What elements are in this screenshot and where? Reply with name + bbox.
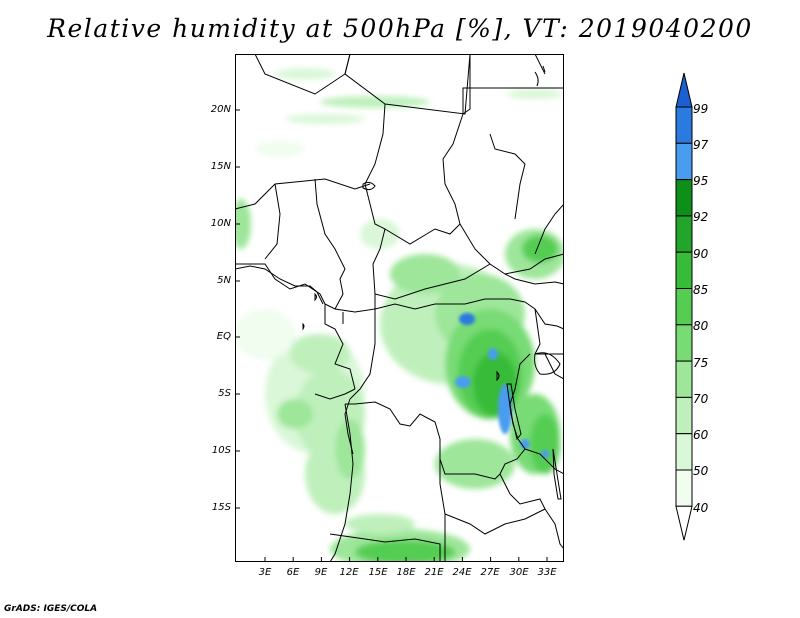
lat-label: 10S — [211, 445, 231, 456]
colorbar-label: 60 — [693, 428, 709, 442]
lon-ticks — [264, 557, 548, 562]
colorbar-segment — [675, 324, 693, 362]
lon-label: 27E — [480, 567, 500, 578]
colorbar-label: 99 — [693, 102, 709, 116]
lon-label: 18E — [396, 567, 416, 578]
colorbar-segment — [675, 142, 693, 181]
lat-label: 5S — [218, 388, 231, 399]
lat-ticks — [235, 109, 240, 509]
colorbar-segment — [675, 106, 693, 144]
lon-label: 3E — [258, 567, 272, 578]
lon-label: 24E — [452, 567, 472, 578]
lon-label: 9E — [314, 567, 328, 578]
lon-label: 21E — [424, 567, 444, 578]
lat-label: 15N — [210, 161, 231, 172]
colorbar-label: 40 — [693, 501, 709, 515]
colorbar-segment — [675, 179, 693, 217]
lat-label: EQ — [216, 331, 231, 342]
colorbar-segment — [675, 215, 693, 253]
lon-label: 33E — [537, 567, 557, 578]
colorbar-segment — [675, 251, 693, 289]
lat-label: 5N — [217, 275, 231, 286]
colorbar-label: 92 — [693, 210, 709, 224]
colorbar-label: 70 — [693, 392, 709, 406]
lon-label: 12E — [339, 567, 359, 578]
colorbar-label: 95 — [693, 174, 709, 188]
lon-label: 15E — [368, 567, 388, 578]
map-panel — [235, 54, 564, 562]
map-frame — [235, 54, 564, 562]
colorbar-label: 90 — [693, 247, 709, 261]
colorbar-label: 85 — [693, 283, 709, 297]
colorbar-label: 80 — [693, 319, 709, 333]
colorbar-segment — [675, 433, 693, 471]
colorbar-label: 75 — [693, 356, 709, 370]
lon-label: 6E — [286, 567, 300, 578]
colorbar — [675, 72, 693, 541]
map-title: Relative humidity at 500hPa [%], VT: 201… — [47, 14, 753, 43]
country-borders — [235, 54, 564, 562]
colorbar-label: 50 — [693, 464, 709, 478]
humidity-map — [235, 54, 564, 562]
colorbar-segment — [675, 396, 693, 435]
lat-label: 15S — [211, 502, 231, 513]
lon-label: 30E — [509, 567, 529, 578]
colorbar-segment — [675, 360, 693, 398]
colorbar-segment — [675, 469, 693, 507]
colorbar-top-arrow — [675, 72, 693, 108]
colorbar-label: 97 — [693, 138, 709, 152]
lat-label: 20N — [210, 104, 231, 115]
lat-label: 10N — [210, 218, 231, 229]
credit-text: GrADS: IGES/COLA — [4, 604, 98, 614]
latitude-axis: 20N 15N 10N 5N EQ 5S 10S 15S — [195, 0, 231, 618]
colorbar-bottom-arrow — [675, 505, 693, 541]
colorbar-segment — [675, 288, 693, 326]
colorbar-segments — [675, 72, 693, 541]
